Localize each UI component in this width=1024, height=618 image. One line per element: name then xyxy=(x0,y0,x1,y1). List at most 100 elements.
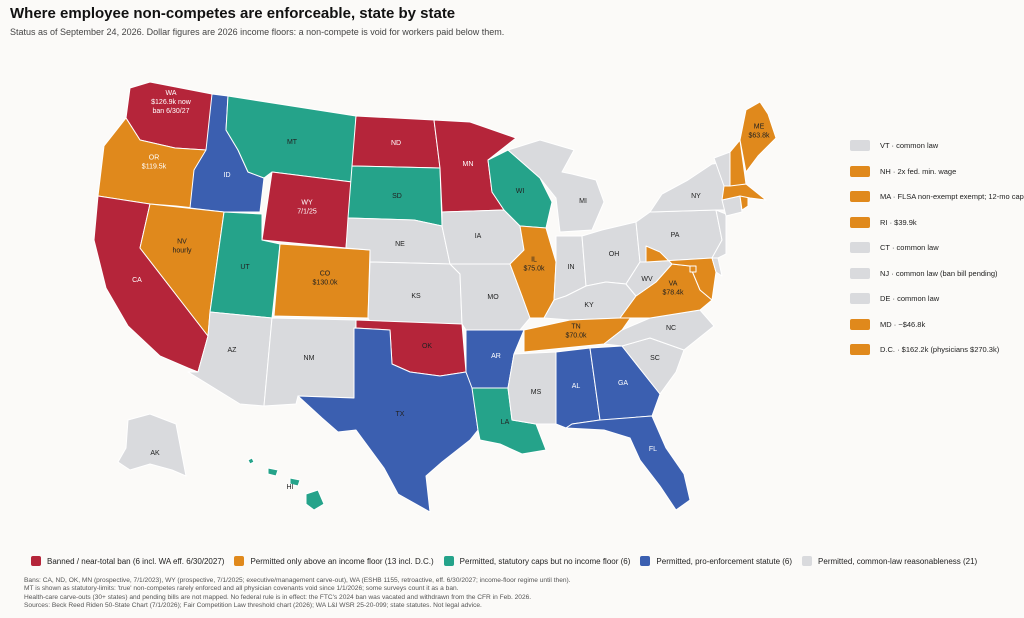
state-NC[interactable] xyxy=(603,309,715,351)
state-label-line: SC xyxy=(650,355,660,362)
state-label-line: OK xyxy=(422,343,432,350)
state-NH[interactable] xyxy=(729,139,747,187)
state-label-line: NC xyxy=(666,325,676,332)
state-RI[interactable] xyxy=(739,195,749,211)
state-label-line: AK xyxy=(150,450,160,457)
state-labels: WA $126.9k now ban 6/30/27 OR $119.5k CA ID… xyxy=(132,90,770,491)
state-label-CO: CO $130.0k xyxy=(313,271,338,287)
state-label-line: $75.0k xyxy=(523,266,545,273)
state-label-line: KS xyxy=(411,293,421,300)
state-label-CA: CA xyxy=(132,277,142,284)
category-legend-item: Permitted, statutory caps but no income … xyxy=(443,556,631,566)
state-label-line: WA xyxy=(165,90,176,97)
state-DC[interactable] xyxy=(689,265,697,273)
legend-label: Banned / near-total ban (6 incl. WA eff.… xyxy=(47,556,225,566)
small-state-legend-item: RI · $39.9k xyxy=(850,216,917,228)
state-label-ID: ID xyxy=(224,172,231,179)
state-ME[interactable] xyxy=(739,101,777,173)
state-NM[interactable] xyxy=(263,317,357,407)
state-TN[interactable] xyxy=(523,309,637,353)
legend-swatch xyxy=(850,267,870,279)
state-label-NC: NC xyxy=(666,325,676,332)
state-label-line: $70.0k xyxy=(565,333,587,340)
state-label-OK: OK xyxy=(422,343,432,350)
state-label-ND: ND xyxy=(391,140,401,147)
state-OR[interactable] xyxy=(97,117,207,209)
state-label-PA: PA xyxy=(671,232,680,239)
state-HI[interactable] xyxy=(305,489,325,511)
state-label-line: OR xyxy=(149,155,160,162)
legend-swatch xyxy=(850,318,870,330)
state-label-line: IA xyxy=(475,233,482,240)
state-label-WY: WY 7/1/25 xyxy=(297,200,317,216)
legend-swatch xyxy=(850,140,870,151)
state-AK[interactable] xyxy=(117,413,187,477)
state-MS[interactable] xyxy=(507,351,557,425)
legend-swatch xyxy=(443,556,454,566)
state-label-MS: MS xyxy=(531,389,542,396)
state-MD[interactable] xyxy=(645,245,717,301)
state-label-line: AR xyxy=(491,353,501,360)
legend-swatch xyxy=(850,242,870,253)
state-MA[interactable] xyxy=(721,183,767,201)
state-HI-islet-3 xyxy=(289,477,301,487)
state-label-line: $126.9k now xyxy=(151,99,192,106)
legend-label: Permitted, common-law reasonableness (21… xyxy=(818,556,978,566)
state-label-line: VA xyxy=(669,281,678,288)
state-label-LA: LA xyxy=(501,419,510,426)
small-state-legend-item: MA · FLSA non-exempt exempt; 12-mo cap xyxy=(850,191,1024,202)
state-label-line: GA xyxy=(618,380,628,387)
legend-swatch xyxy=(850,216,870,228)
state-label-AK: AK xyxy=(150,450,160,457)
state-label-line: IL xyxy=(531,257,537,264)
small-state-legend-item: D.C. · $162.2k (physicians $270.3k) xyxy=(850,344,999,355)
state-label-line: MO xyxy=(487,294,499,301)
state-IL[interactable] xyxy=(509,225,557,319)
small-state-legend-item: MD · ~$46.8k xyxy=(850,318,925,330)
state-label-line: $78.4k xyxy=(662,290,684,297)
state-label-line: MS xyxy=(531,389,542,396)
state-HI-islet-2 xyxy=(267,467,279,477)
state-label-TN: TN $70.0k xyxy=(565,324,587,340)
legend-label: VT · common law xyxy=(880,141,939,150)
state-label-AL: AL xyxy=(572,383,581,390)
state-label-line: $63.8k xyxy=(748,133,770,140)
legend-label: Permitted only above an income floor (13… xyxy=(250,556,434,566)
footnote-line: Bans: CA, ND, OK, MN (prospective, 7/1/2… xyxy=(24,577,571,584)
state-label-line: MT xyxy=(287,139,298,146)
state-label-SC: SC xyxy=(650,355,660,362)
state-NY[interactable] xyxy=(649,161,729,213)
legend-swatch xyxy=(802,556,813,566)
state-label-GA: GA xyxy=(618,380,628,387)
page-title: Where employee non-competes are enforcea… xyxy=(10,5,456,22)
state-label-line: WV xyxy=(641,276,653,283)
state-label-line: hourly xyxy=(172,248,192,255)
state-label-line: AL xyxy=(572,383,581,390)
state-MI[interactable] xyxy=(507,139,605,233)
state-label-IA: IA xyxy=(475,233,482,240)
legend-label: MA · FLSA non-exempt exempt; 12-mo cap xyxy=(880,192,1024,201)
legend-swatch xyxy=(640,556,651,566)
state-label-line: TX xyxy=(396,411,405,418)
state-label-line: MN xyxy=(463,161,474,168)
state-label-MN: MN xyxy=(463,161,474,168)
state-label-line: TN xyxy=(571,324,580,331)
state-label-KY: KY xyxy=(584,302,594,309)
state-label-line: WY xyxy=(301,200,313,207)
small-state-legend-item: NJ · common law (ban bill pending) xyxy=(850,267,998,279)
state-label-UT: UT xyxy=(240,264,250,271)
state-label-line: CO xyxy=(320,271,331,278)
state-label-line: ID xyxy=(224,172,231,179)
state-label-KS: KS xyxy=(411,293,421,300)
state-label-AR: AR xyxy=(491,353,501,360)
legend-label: NJ · common law (ban bill pending) xyxy=(880,268,998,278)
state-label-SD: SD xyxy=(392,193,402,200)
category-legend: Banned / near-total ban (6 incl. WA eff.… xyxy=(31,556,977,566)
state-label-NY: NY xyxy=(691,193,701,200)
legend-label: Permitted, statutory caps but no income … xyxy=(459,556,631,566)
legend-swatch xyxy=(850,191,870,202)
legend-swatch xyxy=(850,293,870,304)
state-TX[interactable] xyxy=(297,327,479,513)
state-FL[interactable] xyxy=(565,415,691,511)
legend-label: D.C. · $162.2k (physicians $270.3k) xyxy=(880,345,1000,354)
